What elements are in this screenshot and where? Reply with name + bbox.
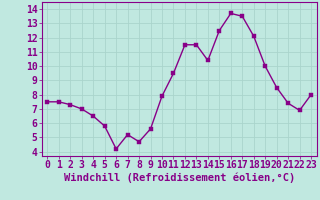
X-axis label: Windchill (Refroidissement éolien,°C): Windchill (Refroidissement éolien,°C) [64, 173, 295, 183]
